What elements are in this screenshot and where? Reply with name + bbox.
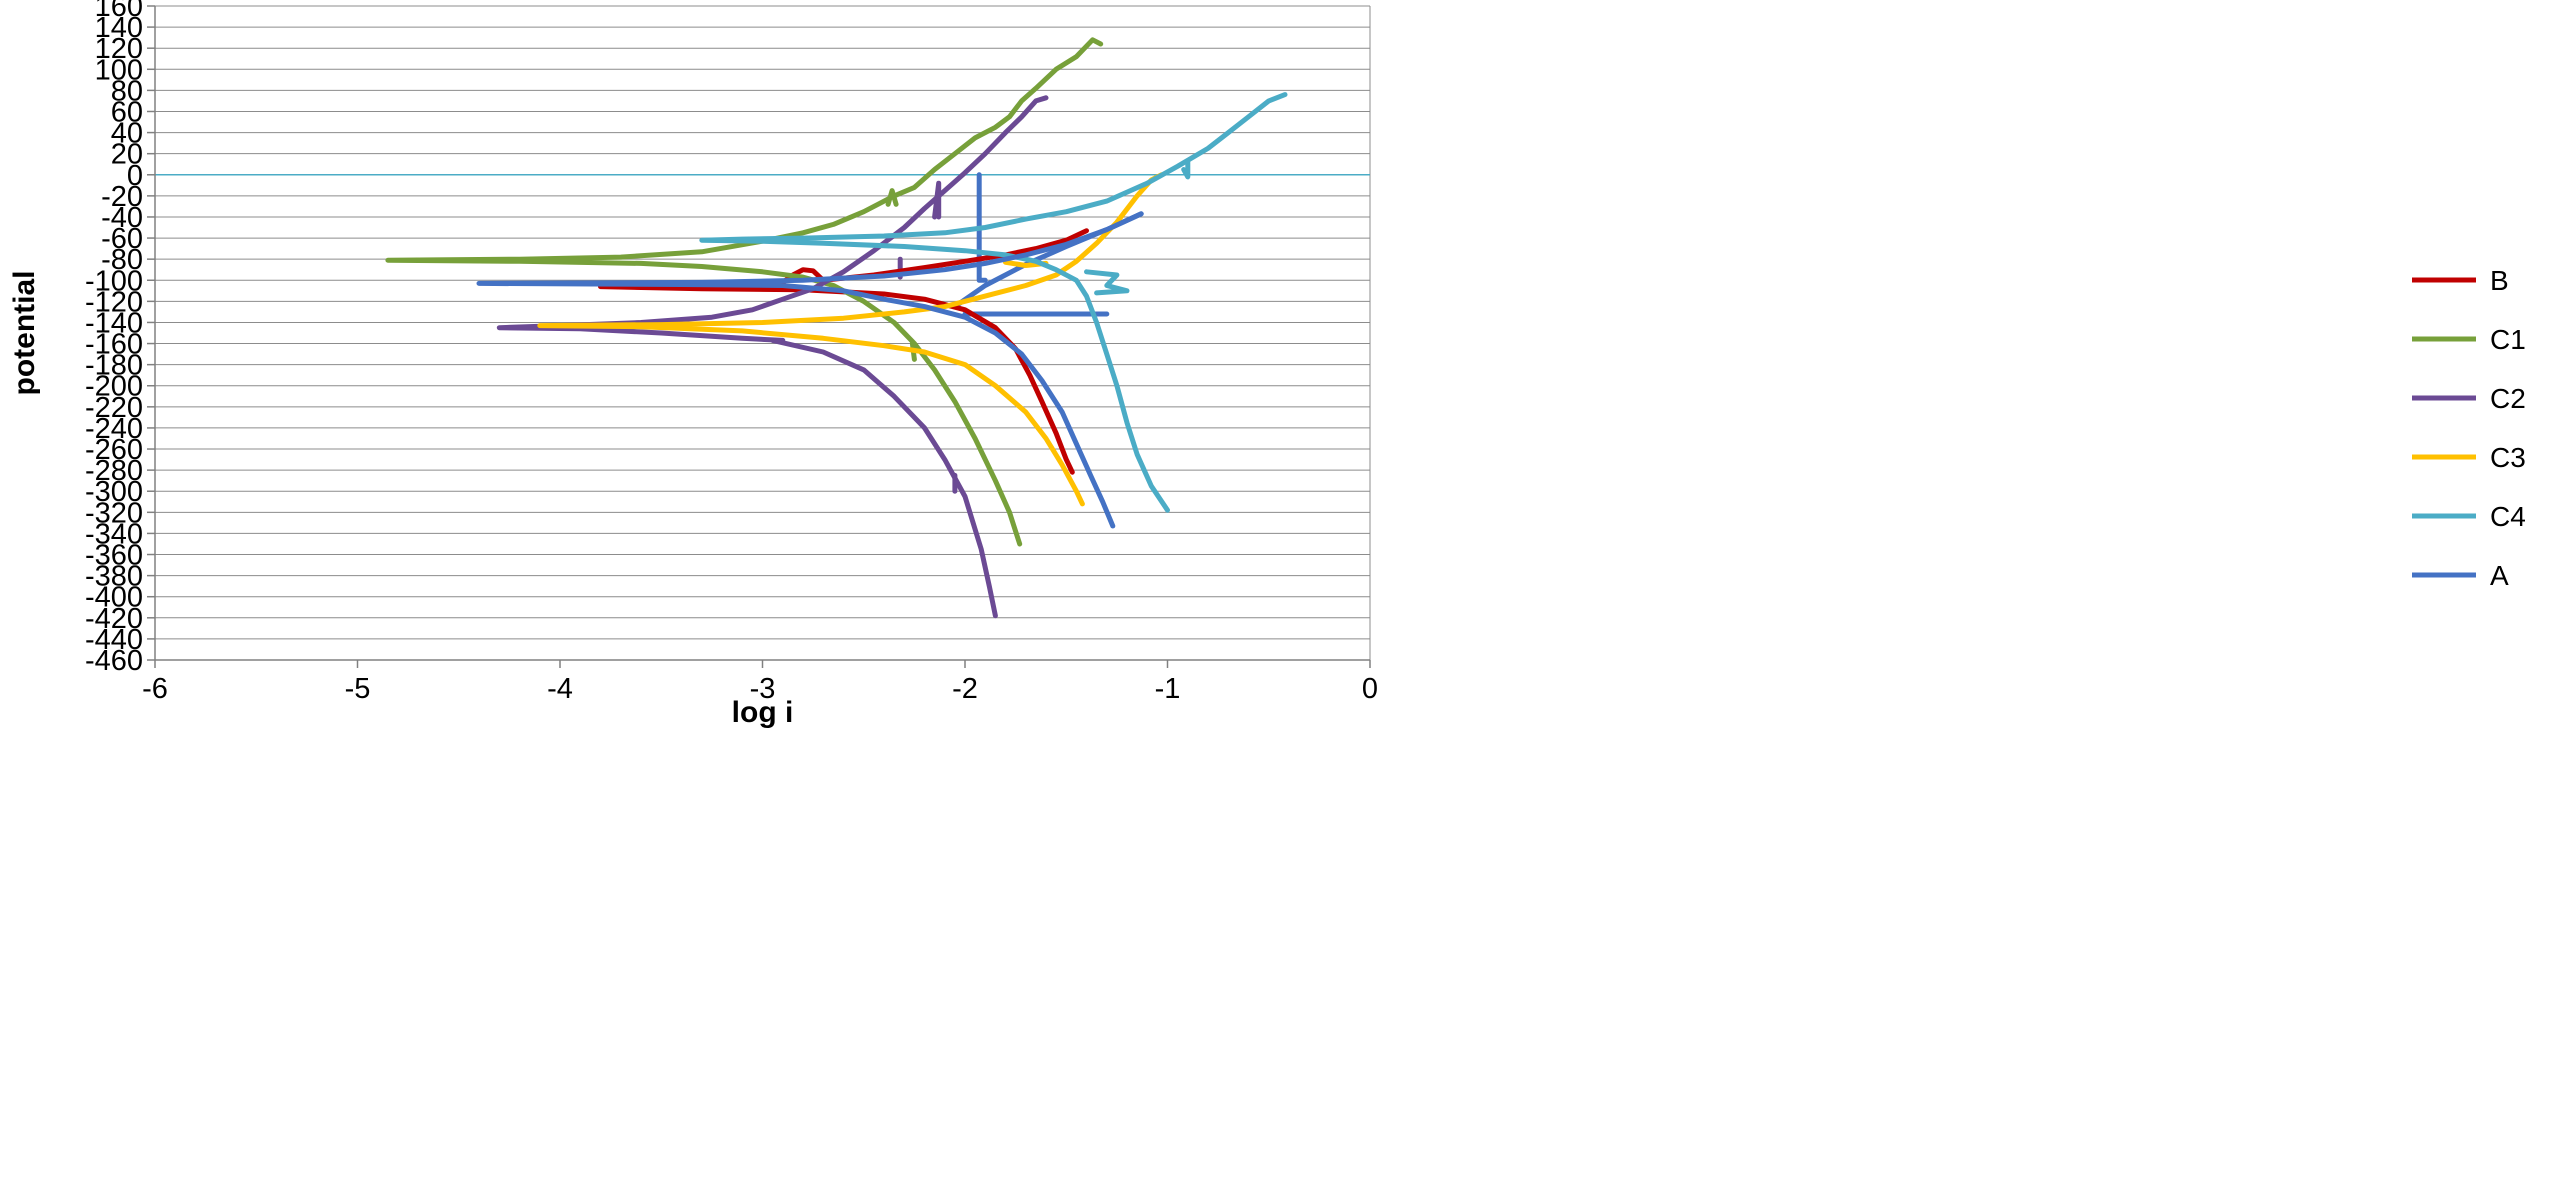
y-tick-label: -140 bbox=[85, 307, 143, 339]
y-tick-label: -440 bbox=[85, 624, 143, 656]
y-tick-label: 120 bbox=[95, 33, 143, 65]
series-line-a bbox=[476, 211, 1144, 529]
series-line-c4-segment bbox=[1181, 159, 1191, 180]
series-line-a-segment bbox=[976, 172, 988, 283]
y-tick-label: -420 bbox=[85, 603, 143, 635]
x-tick-labels: -6 -5 -4 -3 -2 -1 0 bbox=[142, 673, 1378, 705]
y-tick-label: -300 bbox=[85, 476, 143, 508]
y-tick-label: -80 bbox=[101, 244, 143, 276]
y-tick-label: -260 bbox=[85, 434, 143, 466]
y-tick-label: -280 bbox=[85, 455, 143, 487]
y-tick-label: -460 bbox=[85, 645, 143, 677]
y-tick-label: -40 bbox=[101, 202, 143, 234]
legend-label-c2: C2 bbox=[2490, 383, 2526, 414]
y-tick-label: -220 bbox=[85, 392, 143, 424]
series-line-c1 bbox=[385, 37, 1104, 547]
y-tick-label: 0 bbox=[127, 160, 143, 192]
y-tick-labels: 160140120100806040200-20-40-60-80-100-12… bbox=[85, 0, 143, 677]
y-tick-label: 40 bbox=[111, 118, 143, 150]
y-tick-label: 100 bbox=[95, 54, 143, 86]
y-tick-label: 160 bbox=[95, 0, 143, 23]
legend-label-b: B bbox=[2490, 265, 2509, 296]
y-tick-label: 140 bbox=[95, 12, 143, 44]
y-tick-label: -320 bbox=[85, 497, 143, 529]
y-tick-label: 20 bbox=[111, 139, 143, 171]
series-lines bbox=[385, 37, 1288, 619]
series-line-c4-segment bbox=[1084, 269, 1130, 296]
x-tick-label: -2 bbox=[952, 673, 978, 705]
y-tick-label: 80 bbox=[111, 75, 143, 107]
x-tick-label: 0 bbox=[1362, 673, 1378, 705]
legend: B C1 C2 C3 C4 A bbox=[2412, 265, 2526, 591]
y-tick-label: -180 bbox=[85, 350, 143, 382]
legend-label-c4: C4 bbox=[2490, 501, 2526, 532]
y-tick-label: 60 bbox=[111, 96, 143, 128]
y-tick-label: -240 bbox=[85, 413, 143, 445]
y-tick-label: -380 bbox=[85, 561, 143, 593]
x-tick-label: -6 bbox=[142, 673, 168, 705]
y-tick-label: -100 bbox=[85, 265, 143, 297]
y-tick-label: -360 bbox=[85, 540, 143, 572]
x-tick-label: -3 bbox=[750, 673, 776, 705]
y-tick-label: -340 bbox=[85, 518, 143, 550]
legend-label-c3: C3 bbox=[2490, 442, 2526, 473]
series-line-c3 bbox=[537, 172, 1164, 507]
series-line-c4 bbox=[699, 92, 1288, 513]
series-line-c2-segment bbox=[932, 180, 942, 220]
y-tick-label: -120 bbox=[85, 286, 143, 318]
axes bbox=[147, 5, 1371, 668]
y-tick-label: -160 bbox=[85, 329, 143, 361]
y-axis-title: potential bbox=[8, 271, 41, 396]
x-tick-label: -5 bbox=[345, 673, 371, 705]
x-tick-label: -1 bbox=[1155, 673, 1181, 705]
x-tick-label: -4 bbox=[547, 673, 573, 705]
legend-label-c1: C1 bbox=[2490, 324, 2526, 355]
y-tick-label: -400 bbox=[85, 582, 143, 614]
y-tick-label: -20 bbox=[101, 181, 143, 213]
legend-label-a: A bbox=[2490, 560, 2509, 591]
y-tick-label: -200 bbox=[85, 371, 143, 403]
x-axis-title: log i bbox=[732, 696, 794, 729]
y-tick-label: -60 bbox=[101, 223, 143, 255]
